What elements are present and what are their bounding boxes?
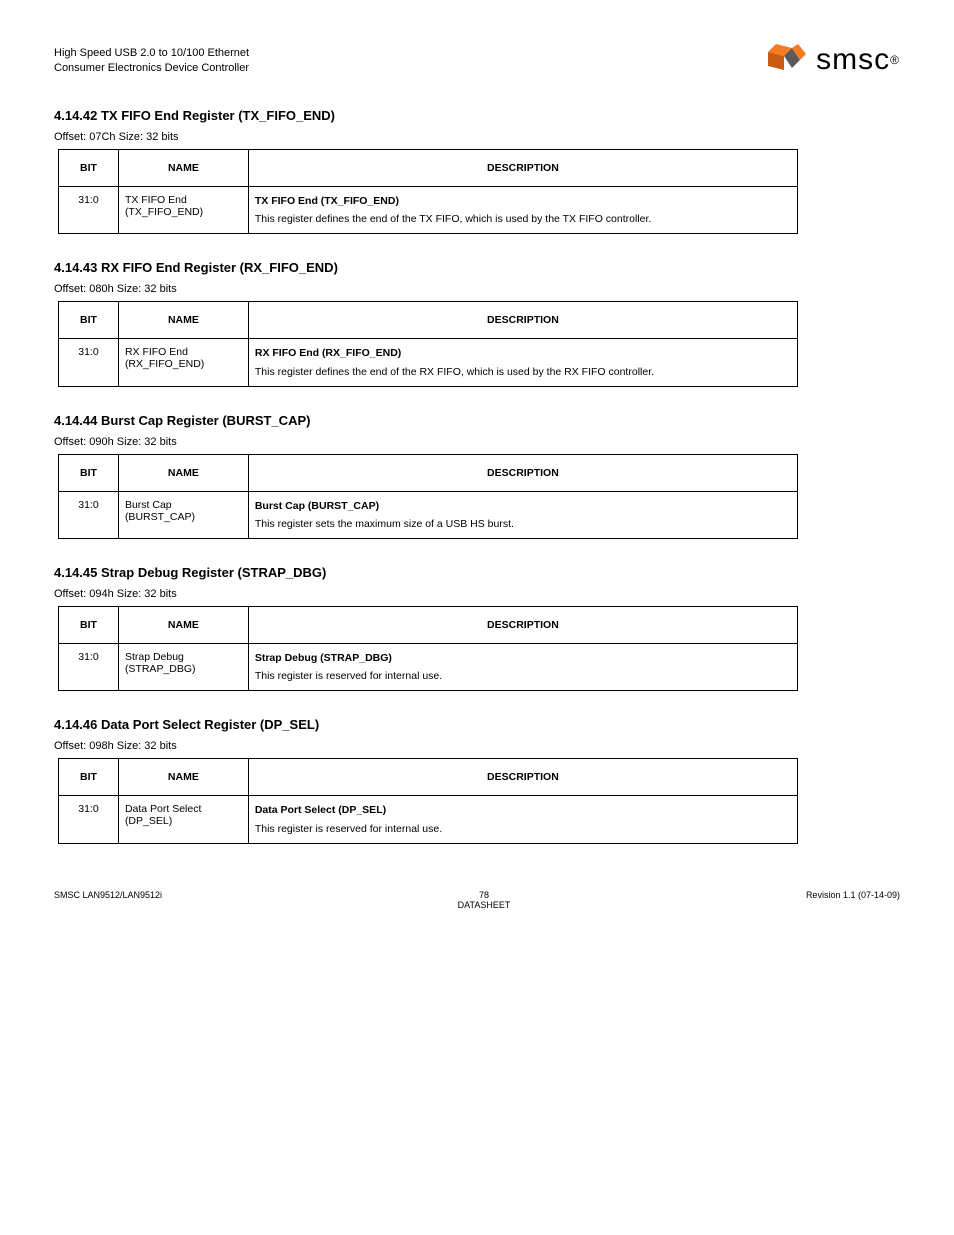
bit-cell: 31:0: [59, 187, 119, 234]
register-table: BIT NAME DESCRIPTION 31:0 Burst Cap (BUR…: [58, 454, 798, 539]
bit-cell: 31:0: [59, 491, 119, 538]
table-header-row: BIT NAME DESCRIPTION: [59, 759, 798, 796]
col-header-bit: BIT: [59, 150, 119, 187]
table-header-row: BIT NAME DESCRIPTION: [59, 302, 798, 339]
register-table: BIT NAME DESCRIPTION 31:0 TX FIFO End (T…: [58, 149, 798, 234]
bit-cell: 31:0: [59, 644, 119, 691]
footer-right: Revision 1.1 (07-14-09): [806, 890, 900, 910]
desc-line: This register is reserved for internal u…: [255, 669, 791, 683]
desc-bold-line: RX FIFO End (RX_FIFO_END): [255, 346, 791, 360]
section-subtitle: Offset: 098h Size: 32 bits: [54, 740, 900, 752]
registered-mark: ®: [890, 53, 900, 67]
table-header-row: BIT NAME DESCRIPTION: [59, 150, 798, 187]
bit-cell: 31:0: [59, 796, 119, 843]
desc-cell: Data Port Select (DP_SEL) This register …: [248, 796, 797, 843]
bit-cell: 31:0: [59, 339, 119, 386]
footer-left: SMSC LAN9512/LAN9512i: [54, 890, 162, 910]
col-header-desc: DESCRIPTION: [248, 607, 797, 644]
page-footer: SMSC LAN9512/LAN9512i 78 DATASHEET Revis…: [54, 884, 900, 910]
cube-icon: [758, 40, 808, 80]
register-section-tx-fifo-end: 4.14.42 TX FIFO End Register (TX_FIFO_EN…: [54, 108, 900, 234]
register-section-dp-sel: 4.14.46 Data Port Select Register (DP_SE…: [54, 717, 900, 843]
register-section-strap-dbg: 4.14.45 Strap Debug Register (STRAP_DBG)…: [54, 565, 900, 691]
header-subtitle: High Speed USB 2.0 to 10/100 Ethernet Co…: [54, 40, 249, 76]
desc-line: This register defines the end of the RX …: [255, 365, 791, 379]
section-subtitle: Offset: 07Ch Size: 32 bits: [54, 131, 900, 143]
desc-line: This register sets the maximum size of a…: [255, 517, 791, 531]
col-header-bit: BIT: [59, 454, 119, 491]
name-cell: Strap Debug (STRAP_DBG): [118, 644, 248, 691]
footer-center: 78 DATASHEET: [162, 890, 806, 910]
col-header-bit: BIT: [59, 759, 119, 796]
table-row: 31:0 Data Port Select (DP_SEL) Data Port…: [59, 796, 798, 843]
col-header-desc: DESCRIPTION: [248, 454, 797, 491]
desc-cell: TX FIFO End (TX_FIFO_END) This register …: [248, 187, 797, 234]
table-row: 31:0 Burst Cap (BURST_CAP) Burst Cap (BU…: [59, 491, 798, 538]
register-section-rx-fifo-end: 4.14.43 RX FIFO End Register (RX_FIFO_EN…: [54, 260, 900, 386]
desc-cell: RX FIFO End (RX_FIFO_END) This register …: [248, 339, 797, 386]
section-title: 4.14.46 Data Port Select Register (DP_SE…: [54, 717, 900, 732]
desc-bold-line: Data Port Select (DP_SEL): [255, 803, 791, 817]
col-header-name: NAME: [118, 759, 248, 796]
desc-cell: Strap Debug (STRAP_DBG) This register is…: [248, 644, 797, 691]
desc-bold-line: TX FIFO End (TX_FIFO_END): [255, 194, 791, 208]
brand-text: smsc: [816, 43, 890, 77]
register-table: BIT NAME DESCRIPTION 31:0 Strap Debug (S…: [58, 606, 798, 691]
col-header-name: NAME: [118, 302, 248, 339]
section-subtitle: Offset: 090h Size: 32 bits: [54, 436, 900, 448]
col-header-name: NAME: [118, 454, 248, 491]
section-subtitle: Offset: 080h Size: 32 bits: [54, 283, 900, 295]
page-header: High Speed USB 2.0 to 10/100 Ethernet Co…: [54, 40, 900, 80]
col-header-name: NAME: [118, 150, 248, 187]
header-line-1: High Speed USB 2.0 to 10/100 Ethernet: [54, 46, 249, 61]
desc-line: This register is reserved for internal u…: [255, 822, 791, 836]
col-header-bit: BIT: [59, 302, 119, 339]
section-title: 4.14.45 Strap Debug Register (STRAP_DBG): [54, 565, 900, 580]
name-cell: TX FIFO End (TX_FIFO_END): [118, 187, 248, 234]
desc-bold-line: Strap Debug (STRAP_DBG): [255, 651, 791, 665]
register-table: BIT NAME DESCRIPTION 31:0 Data Port Sele…: [58, 758, 798, 843]
name-cell: RX FIFO End (RX_FIFO_END): [118, 339, 248, 386]
col-header-name: NAME: [118, 607, 248, 644]
brand-logo: smsc®: [758, 40, 900, 80]
table-row: 31:0 RX FIFO End (RX_FIFO_END) RX FIFO E…: [59, 339, 798, 386]
page: High Speed USB 2.0 to 10/100 Ethernet Co…: [0, 0, 954, 940]
section-title: 4.14.43 RX FIFO End Register (RX_FIFO_EN…: [54, 260, 900, 275]
page-number: 78: [162, 890, 806, 900]
section-subtitle: Offset: 094h Size: 32 bits: [54, 588, 900, 600]
table-header-row: BIT NAME DESCRIPTION: [59, 454, 798, 491]
desc-cell: Burst Cap (BURST_CAP) This register sets…: [248, 491, 797, 538]
header-line-2: Consumer Electronics Device Controller: [54, 61, 249, 76]
desc-line: This register defines the end of the TX …: [255, 212, 791, 226]
register-table: BIT NAME DESCRIPTION 31:0 RX FIFO End (R…: [58, 301, 798, 386]
section-title: 4.14.42 TX FIFO End Register (TX_FIFO_EN…: [54, 108, 900, 123]
col-header-desc: DESCRIPTION: [248, 759, 797, 796]
col-header-desc: DESCRIPTION: [248, 150, 797, 187]
col-header-bit: BIT: [59, 607, 119, 644]
register-section-burst-cap: 4.14.44 Burst Cap Register (BURST_CAP) O…: [54, 413, 900, 539]
table-row: 31:0 Strap Debug (STRAP_DBG) Strap Debug…: [59, 644, 798, 691]
footer-doc-type: DATASHEET: [162, 900, 806, 910]
brand-name: smsc®: [816, 43, 900, 77]
table-header-row: BIT NAME DESCRIPTION: [59, 607, 798, 644]
col-header-desc: DESCRIPTION: [248, 302, 797, 339]
name-cell: Burst Cap (BURST_CAP): [118, 491, 248, 538]
desc-bold-line: Burst Cap (BURST_CAP): [255, 499, 791, 513]
name-cell: Data Port Select (DP_SEL): [118, 796, 248, 843]
table-row: 31:0 TX FIFO End (TX_FIFO_END) TX FIFO E…: [59, 187, 798, 234]
section-title: 4.14.44 Burst Cap Register (BURST_CAP): [54, 413, 900, 428]
